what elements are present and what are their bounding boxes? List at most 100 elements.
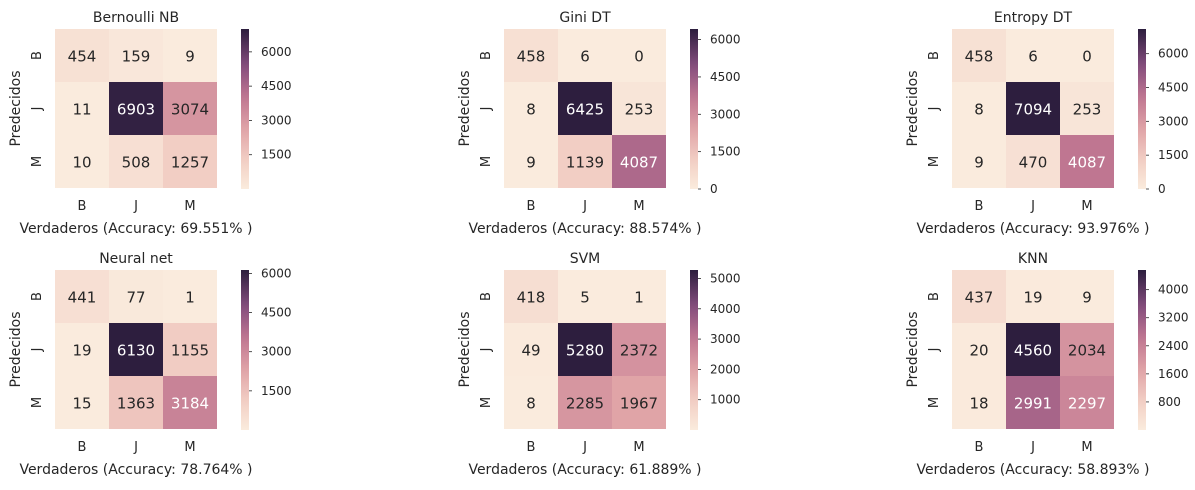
- x-tick-label: J: [133, 199, 138, 214]
- cell-value-label: 2034: [1068, 342, 1106, 360]
- cell-value-label: 2285: [566, 395, 604, 413]
- heatmap-cell: [952, 323, 1006, 376]
- heatmap-cell: [55, 29, 109, 82]
- y-axis-label: Predecidos: [8, 70, 24, 146]
- y-axis-label: Predecidos: [8, 311, 24, 387]
- cell-value-label: 458: [517, 48, 546, 66]
- x-axis-label: Verdaderos (Accuracy: 58.893% ): [916, 462, 1149, 478]
- colorbar-tick-label: 1000: [710, 393, 741, 407]
- y-tick-label: B: [479, 51, 494, 60]
- x-axis-label: Verdaderos (Accuracy: 93.976% ): [916, 221, 1149, 237]
- colorbar-tick-label: 1500: [261, 148, 292, 162]
- cell-value-label: 454: [68, 48, 97, 66]
- cell-value-label: 1967: [620, 395, 658, 413]
- x-axis-label: Verdaderos (Accuracy: 88.574% ): [468, 221, 701, 237]
- colorbar: [1138, 270, 1146, 430]
- heatmap-cell: [109, 82, 163, 135]
- colorbar-tick-label: 4500: [1158, 81, 1189, 95]
- cell-value-label: 1257: [171, 154, 209, 172]
- colorbar-tick-label: 4500: [261, 79, 292, 93]
- heatmap-cell: [163, 135, 217, 188]
- cell-value-label: 2991: [1014, 395, 1052, 413]
- colorbar-tick-label: 4000: [1158, 283, 1189, 297]
- x-tick-label: B: [527, 440, 536, 455]
- cell-value-label: 1: [185, 289, 195, 307]
- colorbar-tick-label: 3000: [261, 113, 292, 127]
- heatmap-cell: [1006, 82, 1060, 135]
- heatmap-cell: [612, 29, 666, 82]
- cell-value-label: 8: [526, 395, 536, 413]
- colorbar-tick-label: 3200: [1158, 311, 1189, 325]
- colorbar-tick-label: 0: [710, 182, 718, 196]
- y-tick-label: M: [479, 156, 494, 167]
- colorbar-tick-label: 800: [1158, 395, 1181, 409]
- colorbar-tick-label: 3000: [710, 332, 741, 346]
- colorbar-tick-label: 1500: [710, 145, 741, 159]
- cell-value-label: 5280: [566, 342, 604, 360]
- cell-value-label: 2297: [1068, 395, 1106, 413]
- heatmap-cell: [163, 270, 217, 323]
- heatmap-cell: [558, 376, 612, 429]
- y-tick-label: M: [30, 156, 45, 167]
- heatmap-cell: [1060, 135, 1114, 188]
- x-tick-label: B: [527, 199, 536, 214]
- heatmap-cell: [109, 323, 163, 376]
- cell-value-label: 1155: [171, 342, 209, 360]
- x-tick-label: J: [133, 440, 138, 455]
- x-tick-label: M: [1081, 440, 1092, 455]
- x-tick-label: B: [975, 440, 984, 455]
- heatmap-panel: Bernoulli NB 454 159 9 11 6903 3074 10 508 1257 B J…: [8, 10, 292, 237]
- panel-title: Bernoulli NB: [93, 10, 179, 26]
- heatmap-cell: [55, 376, 109, 429]
- heatmap-cell: [109, 135, 163, 188]
- heatmap-panel: SVM 418 5 1 49 5280 2372 8 2285 1967 B J M B J M Verdade…: [457, 251, 741, 478]
- y-tick-label: M: [479, 397, 494, 408]
- x-axis-label: Verdaderos (Accuracy: 78.764% ): [19, 462, 252, 478]
- cell-value-label: 19: [1023, 289, 1042, 307]
- cell-value-label: 9: [1082, 289, 1092, 307]
- y-tick-label: J: [927, 107, 942, 112]
- y-tick-label: B: [927, 51, 942, 60]
- y-tick-label: B: [927, 292, 942, 301]
- heatmap-cell: [163, 82, 217, 135]
- cell-value-label: 18: [969, 395, 988, 413]
- colorbar: [1138, 29, 1146, 189]
- cell-value-label: 6: [580, 48, 590, 66]
- cell-value-label: 77: [126, 289, 145, 307]
- y-tick-label: J: [30, 107, 45, 112]
- colorbar-tick-label: 2400: [1158, 339, 1189, 353]
- heatmap-cell: [952, 135, 1006, 188]
- x-tick-label: B: [975, 199, 984, 214]
- cell-value-label: 1139: [566, 154, 604, 172]
- cell-value-label: 7094: [1014, 101, 1052, 119]
- cell-value-label: 470: [1019, 154, 1048, 172]
- heatmap-cell: [1006, 135, 1060, 188]
- y-tick-label: J: [479, 348, 494, 353]
- heatmap-cell: [1060, 376, 1114, 429]
- heatmap-cell: [1006, 270, 1060, 323]
- panel-title: Gini DT: [559, 10, 611, 26]
- x-tick-label: M: [633, 440, 644, 455]
- heatmap-cell: [109, 29, 163, 82]
- x-tick-label: J: [1030, 440, 1035, 455]
- colorbar-tick-label: 4000: [710, 302, 741, 316]
- cell-value-label: 2372: [620, 342, 658, 360]
- cell-value-label: 0: [1082, 48, 1092, 66]
- colorbar-tick-label: 6000: [1158, 47, 1189, 61]
- y-tick-label: B: [30, 292, 45, 301]
- colorbar-tick-label: 2000: [710, 362, 741, 376]
- cell-value-label: 4560: [1014, 342, 1052, 360]
- colorbar-tick-label: 3000: [1158, 114, 1189, 128]
- heatmap-cell: [612, 323, 666, 376]
- x-axis-label: Verdaderos (Accuracy: 69.551% ): [19, 221, 252, 237]
- cell-value-label: 1363: [117, 395, 155, 413]
- y-tick-label: M: [927, 397, 942, 408]
- colorbar: [690, 29, 698, 189]
- heatmap-cell: [504, 270, 558, 323]
- cell-value-label: 9: [974, 154, 984, 172]
- cell-value-label: 8: [974, 101, 984, 119]
- cell-value-label: 9: [526, 154, 536, 172]
- cell-value-label: 253: [1073, 101, 1102, 119]
